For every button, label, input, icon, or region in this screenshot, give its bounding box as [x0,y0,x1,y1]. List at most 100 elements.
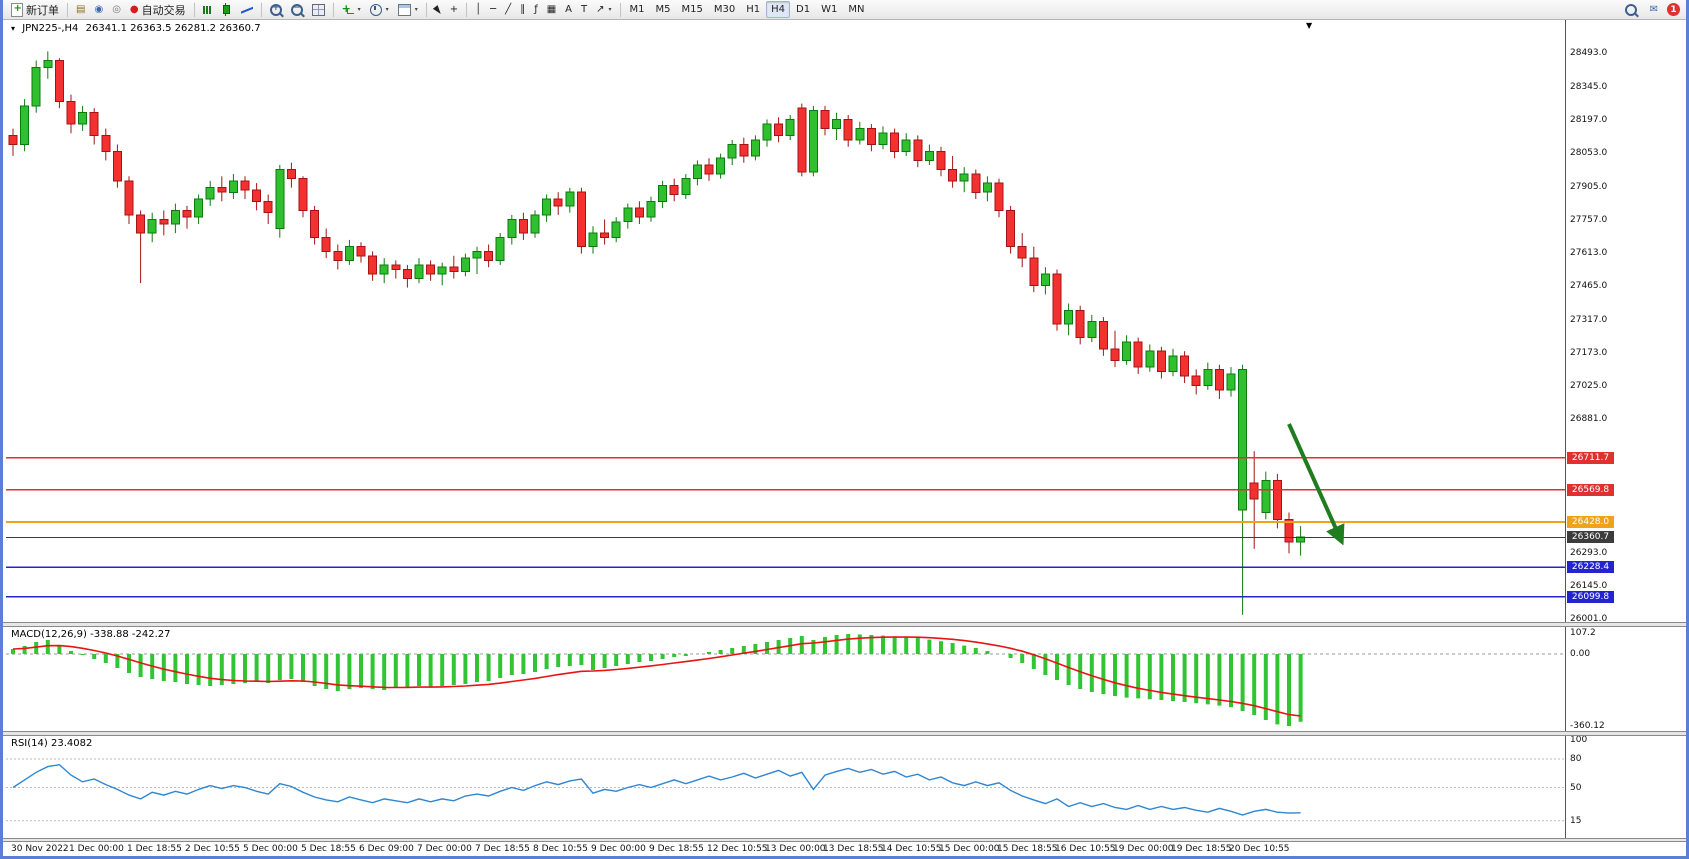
timeframe-m1-button[interactable]: M1 [629,4,645,15]
cursor-icon [432,4,443,16]
candle-up [344,246,354,261]
candle-up [658,184,668,202]
timeframe-h1-button[interactable]: H1 [746,4,761,15]
arrow-tools-icon: ↗ [596,3,605,15]
chart-dropdown-icon[interactable]: ▾ [11,24,16,33]
candle-down [866,128,876,146]
candle-down [112,150,122,182]
candle-up [762,123,772,141]
candle-down [913,139,923,161]
candle-down [1180,355,1190,377]
horizontal-line-button[interactable]: ─ [486,0,500,19]
candle-down [739,144,749,157]
candle-down [54,60,64,102]
autotrading-record-icon: ● [129,3,139,15]
candle-down [182,209,192,218]
candle-down [576,191,586,248]
candle-up [379,264,389,275]
candlestick-type-button[interactable] [217,0,236,19]
text-label-button[interactable]: T [577,0,591,19]
periods-button[interactable]: ▾ [366,0,393,19]
rsi-indicator-label: RSI(14) 23.4082 [11,738,92,749]
vertical-line-icon: │ [475,3,482,15]
candle-up [878,132,888,146]
trendline-button[interactable]: ╱ [501,0,515,19]
candle-up [495,237,505,261]
panel-separator[interactable] [3,731,1686,736]
strategy-tester-button[interactable]: ◎ [108,0,125,19]
candle-up [542,198,552,216]
candle-up [414,264,424,279]
bar-chart-icon [202,5,205,14]
vertical-line-button[interactable]: │ [471,0,485,19]
candle-down [321,237,331,252]
candle-up [646,200,656,218]
toolbar-separator [466,2,468,17]
candle-up [588,232,598,248]
chart-window-icon: ▤ [76,3,86,15]
notification-badge[interactable]: 1 [1667,3,1680,16]
text-button[interactable]: A [561,0,576,19]
zoom-out-button[interactable] [287,0,307,19]
candle-down [286,169,296,180]
new-order-button[interactable]: 新订单 [7,0,63,19]
timeframe-mn-button[interactable]: MN [848,4,865,15]
grid-lines-icon: ▦ [546,3,557,15]
timeframe-d1-button[interactable]: D1 [796,4,811,15]
bar-chart-type-button[interactable] [199,0,216,19]
chart-window-button[interactable]: ▤ [72,0,89,19]
panel-separator[interactable] [3,622,1686,627]
channel-button[interactable]: ∥ [516,0,529,19]
candle-up [1203,368,1213,386]
candle-up [507,219,517,239]
candle-down [240,180,250,191]
timeframe-h4-button[interactable]: H4 [766,1,791,18]
candle-up [785,119,795,136]
arrows-button[interactable]: ↗ ▾ [592,0,615,19]
profiles-button[interactable]: ◉ [90,0,107,19]
scroll-to-latest-icon[interactable]: ▼ [1306,21,1313,30]
candle-up [924,150,934,161]
horizontal-line-icon: ─ [490,3,497,15]
candle-up [1296,536,1306,543]
candle-down [634,207,644,218]
template-icon [397,3,411,16]
toolbar-separator [332,2,334,17]
timeframe-m5-button[interactable]: M5 [655,4,671,15]
panel-separator[interactable] [3,838,1686,842]
candle-down [1272,480,1282,520]
candle-down [1052,273,1062,325]
candle-down [820,110,830,130]
chart-title: ▾ JPN225-,H4 26341.1 26363.5 26281.2 263… [11,23,265,34]
candle-down [1133,341,1143,368]
tile-windows-button[interactable] [308,0,329,19]
candle-down [159,219,169,225]
grid-objects-button[interactable]: ▦ [543,0,560,19]
candle-down [1249,482,1259,500]
templates-button[interactable]: ▾ [394,0,422,19]
toolbar-separator [67,2,68,17]
macd-indicator-label: MACD(12,26,9) -338.88 -242.27 [11,629,171,640]
fibonacci-button[interactable]: ƒ [530,0,542,19]
down-arrow-annotation[interactable] [1287,423,1345,546]
mail-icon: ✉ [1649,3,1658,15]
candle-down [356,246,366,257]
crosshair-button[interactable]: + [446,0,462,19]
candle-down [1075,309,1085,339]
timeframe-m30-button[interactable]: M30 [713,4,736,15]
candle-down [1284,518,1294,543]
candle-up [43,60,53,68]
candle-down [368,255,378,275]
candle-up [982,182,992,193]
text-icon: A [565,3,573,15]
candle-down [124,180,134,216]
timeframe-m15-button[interactable]: M15 [681,4,703,15]
zoom-in-button[interactable] [266,0,286,19]
timeframe-w1-button[interactable]: W1 [821,4,838,15]
autotrading-button[interactable]: ● 自动交易 [126,0,190,19]
indicators-button[interactable]: ▾ [338,0,365,19]
notifications-button[interactable]: ✉ [1646,0,1662,19]
search-button[interactable] [1621,0,1641,19]
line-chart-type-button[interactable] [237,0,257,19]
cursor-button[interactable] [431,0,445,19]
